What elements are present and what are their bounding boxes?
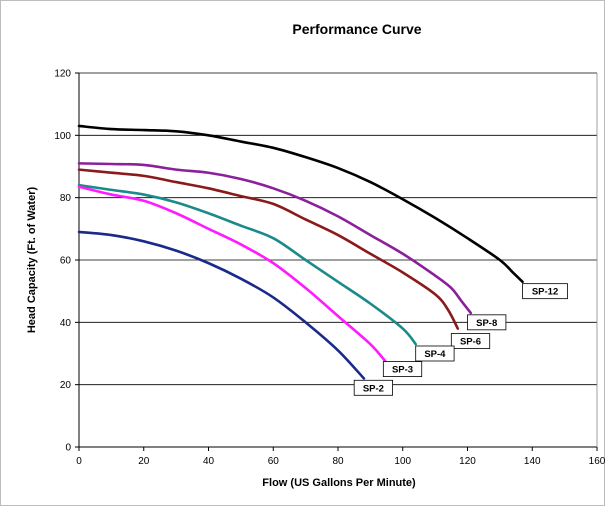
y-axis-label: Head Capacity (Ft. of Water) [26, 187, 38, 334]
curve-label-box [450, 333, 491, 349]
series-line-sp-6 [77, 168, 460, 330]
curve-label-box [382, 361, 423, 377]
y-tick-label: 0 [65, 443, 71, 454]
y-tick-label: 60 [60, 256, 72, 267]
x-tick-label: 40 [203, 456, 215, 467]
y-tick-label: 80 [60, 193, 72, 204]
curve-label-sp-4: SP-4 [415, 345, 455, 362]
y-tick-label: 40 [60, 318, 72, 329]
curve-label-sp-2: SP-2 [353, 379, 393, 396]
x-tick-label: 120 [459, 456, 476, 467]
curve-label-text: SP-12 [532, 287, 558, 298]
curve-label-box [353, 379, 393, 396]
series-group [77, 124, 524, 380]
chart-title: Performance Curve [292, 21, 421, 37]
x-tick-label: 0 [76, 456, 82, 467]
y-tick-label: 20 [60, 380, 72, 391]
x-tick-label: 100 [394, 456, 411, 467]
curve-labels: SP-12 SP-8 SP-6 SP-4 SP-3 SP-2 [353, 283, 568, 396]
y-tick-label: 120 [54, 69, 71, 80]
series-line-sp-2 [77, 230, 366, 380]
curve-label-sp-8: SP-8 [467, 314, 507, 331]
curve-label-box [415, 345, 455, 362]
x-tick-label: 20 [138, 456, 150, 467]
grid-lines [79, 72, 597, 386]
x-tick-label: 60 [268, 456, 280, 467]
curve-label-text: SP-4 [424, 349, 446, 360]
y-tick-label: 100 [54, 131, 71, 142]
series-line-sp-4 [77, 183, 417, 346]
curve-label-box [467, 314, 507, 331]
x-tick-label: 160 [589, 456, 605, 467]
series-line-sp-12 [77, 124, 524, 284]
curve-label-sp-3: SP-3 [382, 361, 423, 377]
curve-label-text: SP-2 [363, 383, 384, 394]
x-axis-label: Flow (US Gallons Per Minute) [262, 477, 416, 489]
curve-label-sp-12: SP-12 [522, 283, 568, 300]
x-tick-label: 80 [332, 456, 344, 467]
curve-label-box [522, 283, 568, 300]
x-tick-label: 140 [524, 456, 541, 467]
series-line-sp-8 [77, 162, 473, 315]
curve-label-text: SP-3 [392, 365, 413, 376]
curve-label-text: SP-6 [460, 337, 481, 348]
curve-label-text: SP-8 [476, 318, 497, 329]
series-line-sp-3 [77, 185, 388, 365]
axes: 0 20 40 60 80 100 120 0 20 40 60 80 100 120 140 160 [54, 69, 605, 468]
curve-label-sp-6: SP-6 [450, 333, 491, 349]
